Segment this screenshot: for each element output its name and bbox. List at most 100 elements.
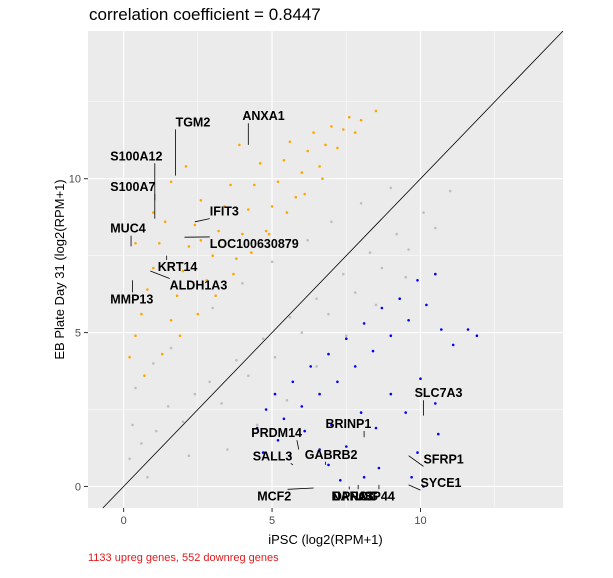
upregulated-point bbox=[283, 159, 286, 162]
gene-label: GABRB2 bbox=[305, 448, 358, 462]
upregulated-point bbox=[214, 294, 217, 297]
unchanged-point bbox=[306, 239, 309, 242]
gene-label: ANXA1 bbox=[242, 109, 284, 123]
upregulated-point bbox=[134, 334, 137, 337]
downregulated-point bbox=[476, 334, 479, 337]
downregulated-point bbox=[440, 328, 443, 331]
unchanged-point bbox=[188, 454, 191, 457]
downregulated-point bbox=[318, 393, 321, 396]
upregulated-point bbox=[185, 165, 188, 168]
downregulated-point bbox=[416, 451, 419, 454]
downregulated-point bbox=[327, 464, 330, 467]
downregulated-point bbox=[419, 377, 422, 380]
unchanged-point bbox=[360, 202, 363, 205]
upregulated-point bbox=[312, 131, 315, 134]
upregulated-point bbox=[324, 144, 327, 147]
upregulated-point bbox=[336, 147, 339, 150]
gene-label: SLC7A3 bbox=[415, 386, 463, 400]
unchanged-point bbox=[211, 307, 214, 310]
downregulated-point bbox=[303, 430, 306, 433]
y-tick-label: 5 bbox=[75, 328, 81, 340]
downregulated-point bbox=[363, 476, 366, 479]
downregulated-point bbox=[363, 322, 366, 325]
unchanged-point bbox=[146, 476, 149, 479]
upregulated-point bbox=[268, 233, 271, 236]
unchanged-point bbox=[395, 233, 398, 236]
downregulated-point bbox=[309, 365, 312, 368]
upregulated-point bbox=[164, 221, 167, 224]
upregulated-point bbox=[301, 171, 304, 174]
gene-label: BRINP1 bbox=[326, 417, 372, 431]
upregulated-point bbox=[200, 239, 203, 242]
upregulated-point bbox=[217, 230, 220, 233]
upregulated-point bbox=[134, 242, 137, 245]
upregulated-point bbox=[211, 254, 214, 257]
unchanged-point bbox=[262, 337, 265, 340]
upregulated-point bbox=[295, 196, 298, 199]
downregulated-point bbox=[375, 427, 378, 430]
unchanged-point bbox=[182, 421, 185, 424]
downregulated-point bbox=[378, 467, 381, 470]
downregulated-point bbox=[416, 279, 419, 282]
gene-label: S100A12 bbox=[110, 149, 162, 163]
upregulated-point bbox=[265, 230, 268, 233]
gene-label: MUC4 bbox=[110, 222, 145, 236]
unchanged-point bbox=[381, 267, 384, 270]
upregulated-point bbox=[238, 144, 241, 147]
downregulated-point bbox=[360, 411, 363, 414]
downregulated-point bbox=[339, 479, 342, 482]
downregulated-point bbox=[381, 307, 384, 310]
unchanged-point bbox=[140, 442, 143, 445]
downregulated-point bbox=[410, 476, 413, 479]
upregulated-point bbox=[342, 128, 345, 131]
unchanged-point bbox=[315, 365, 318, 368]
downregulated-point bbox=[434, 273, 437, 276]
x-tick-label: 5 bbox=[269, 515, 275, 527]
gene-label: USP44 bbox=[355, 489, 395, 503]
x-tick-label: 0 bbox=[121, 515, 127, 527]
upregulated-point bbox=[197, 313, 200, 316]
unchanged-point bbox=[167, 405, 170, 408]
downregulated-point bbox=[283, 418, 286, 421]
unchanged-point bbox=[327, 313, 330, 316]
upregulated-point bbox=[306, 150, 309, 153]
gene-label: PRDM14 bbox=[251, 426, 302, 440]
upregulated-point bbox=[229, 184, 232, 187]
unchanged-point bbox=[330, 221, 333, 224]
unchanged-point bbox=[271, 261, 274, 264]
upregulated-point bbox=[128, 356, 131, 359]
unchanged-point bbox=[390, 187, 393, 190]
downregulated-point bbox=[407, 319, 410, 322]
upregulated-point bbox=[271, 205, 274, 208]
unchanged-point bbox=[194, 393, 197, 396]
gene-label: SALL3 bbox=[253, 449, 293, 463]
upregulated-point bbox=[176, 294, 179, 297]
downregulated-point bbox=[336, 381, 339, 384]
downregulated-point bbox=[354, 365, 357, 368]
gene-label: ALDH1A3 bbox=[170, 279, 228, 293]
upregulated-point bbox=[179, 334, 182, 337]
upregulated-point bbox=[170, 181, 173, 184]
downregulated-point bbox=[398, 297, 401, 300]
upregulated-point bbox=[247, 208, 250, 211]
unchanged-point bbox=[247, 374, 250, 377]
x-axis-title: iPSC (log2(RPM+1) bbox=[268, 532, 383, 547]
downregulated-point bbox=[434, 402, 437, 405]
upregulated-point bbox=[188, 245, 191, 248]
downregulated-point bbox=[437, 433, 440, 436]
unchanged-point bbox=[301, 331, 304, 334]
x-tick-label: 10 bbox=[414, 515, 426, 527]
upregulated-point bbox=[200, 199, 203, 202]
gene-label: KRT14 bbox=[158, 260, 198, 274]
unchanged-point bbox=[375, 304, 378, 307]
upregulated-point bbox=[232, 273, 235, 276]
unchanged-point bbox=[208, 381, 211, 384]
gene-count-caption: 1133 upreg genes, 552 downreg genes bbox=[88, 552, 279, 564]
downregulated-point bbox=[425, 304, 428, 307]
unchanged-point bbox=[128, 458, 131, 461]
chart-title: correlation coefficient = 0.8447 bbox=[89, 5, 321, 25]
downregulated-point bbox=[404, 411, 407, 414]
downregulated-point bbox=[372, 350, 375, 353]
